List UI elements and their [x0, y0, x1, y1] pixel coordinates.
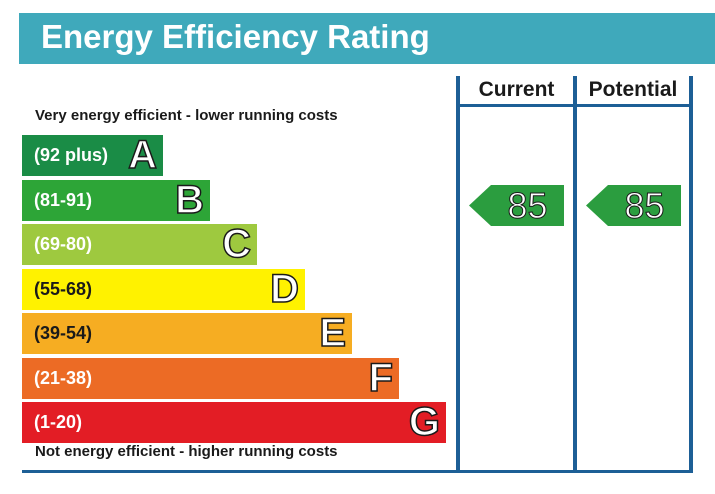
top-caption: Very energy efficient - lower running co… [35, 107, 338, 124]
band-letter-label: A [127, 132, 157, 178]
rating-band-d: (55-68) D [22, 266, 305, 312]
rating-band-f: (21-38) F [22, 355, 399, 401]
band-letter-label: B [174, 177, 204, 223]
title-bar: Energy Efficiency Rating [19, 13, 715, 64]
frame-line-bottom [22, 470, 693, 473]
band-range-label: (1-20) [34, 412, 83, 432]
band-letter-label: F [368, 355, 394, 401]
band-letter-label: D [269, 266, 299, 312]
current-column-header: Current [478, 78, 555, 101]
band-range-label: (92 plus) [34, 145, 109, 165]
bottom-caption: Not energy efficient - higher running co… [35, 443, 338, 460]
rating-band-c: (69-80) C [22, 221, 257, 267]
band-range-label: (21-38) [34, 367, 93, 388]
frame-line-left [456, 76, 460, 472]
band-letter-label: C [221, 221, 251, 267]
header-divider [456, 104, 693, 107]
band-range-label: (39-54) [34, 323, 93, 343]
rating-band-b: (81-91) B [22, 177, 210, 223]
rating-band-a: (92 plus) A [22, 132, 163, 178]
band-letter-label: G [408, 399, 441, 445]
rating-band-g: (1-20) G [22, 399, 446, 445]
potential-column-header: Potential [588, 78, 678, 101]
current-rating-value: 85 [507, 184, 548, 226]
potential-arrow-shape [586, 184, 681, 226]
current-arrow-shape [469, 184, 564, 226]
frame-line-middle [573, 76, 577, 472]
potential-rating-value: 85 [624, 184, 665, 226]
frame-line-right [689, 76, 693, 472]
band-range-label: (81-91) [34, 189, 93, 210]
chart-title: Energy Efficiency Rating [41, 18, 430, 55]
band-letter-label: E [319, 310, 347, 356]
band-range-label: (69-80) [34, 234, 93, 254]
current-rating-arrow: 85 [469, 184, 564, 226]
potential-rating-arrow: 85 [586, 184, 681, 226]
rating-band-e: (39-54) E [22, 310, 352, 356]
band-range-label: (55-68) [34, 278, 93, 299]
